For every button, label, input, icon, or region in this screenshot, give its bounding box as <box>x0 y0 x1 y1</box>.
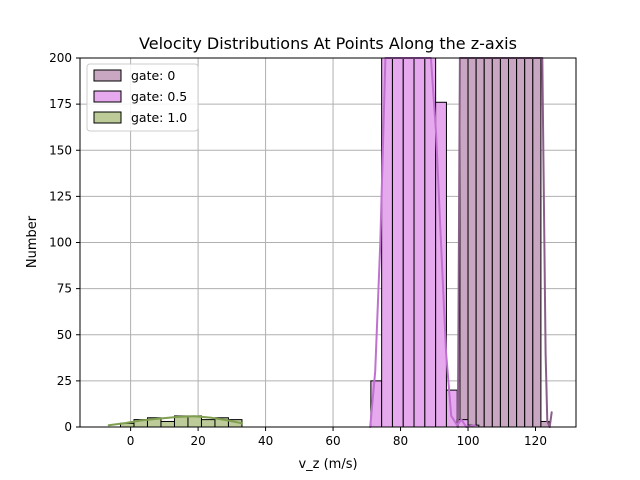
y-tick-label-8: 200 <box>49 51 72 65</box>
chart-title: Velocity Distributions At Points Along t… <box>139 34 517 53</box>
x-tick-label-1: 20 <box>190 434 205 448</box>
x-tick-label-2: 40 <box>258 434 273 448</box>
legend-swatch-1 <box>93 90 122 103</box>
legend: gate: 0 gate: 0.5 gate: 1.0 <box>86 63 199 132</box>
x-tick-label-0: 0 <box>127 434 135 448</box>
y-tick-label-4: 100 <box>49 236 72 250</box>
bar-series-0-bin-3 <box>483 57 493 428</box>
y-tick-label-2: 50 <box>57 328 72 342</box>
bar-series-0-bin-1 <box>467 57 477 428</box>
x-tick-label-5: 100 <box>457 434 480 448</box>
legend-swatch-2 <box>93 111 122 124</box>
bar-series-0-bin-9 <box>532 57 542 428</box>
bar-series-0-bin-5 <box>499 57 510 428</box>
y-axis-label: Number <box>25 215 40 268</box>
bar-series-0-bin-6 <box>508 57 518 428</box>
x-axis-ticks: 0 20 40 60 80 100 120 <box>127 427 547 448</box>
bar-series-1-bin-3 <box>402 57 415 428</box>
y-tick-label-7: 175 <box>49 97 72 111</box>
bar-series-0-bin-2 <box>475 57 485 428</box>
legend-label-2: gate: 1.0 <box>131 110 187 125</box>
y-tick-label-3: 75 <box>57 282 72 296</box>
y-axis-ticks: 0 25 50 75 100 125 150 175 200 <box>49 51 80 434</box>
x-tick-label-4: 80 <box>393 434 408 448</box>
bar-series-0-bin-4 <box>491 57 501 428</box>
kde-line-series-2 <box>107 415 243 427</box>
legend-label-0: gate: 0 <box>131 68 175 83</box>
legend-swatch-0 <box>93 69 122 82</box>
bar-series-2-bin-3 <box>160 420 175 428</box>
x-tick-label-6: 120 <box>524 434 547 448</box>
y-tick-label-5: 125 <box>49 189 72 203</box>
bar-series-0-bin-7 <box>516 57 526 428</box>
bar-series-0-bin-0 <box>459 57 469 428</box>
y-tick-label-1: 25 <box>57 374 72 388</box>
y-tick-label-6: 150 <box>49 143 72 157</box>
bar-series-1-bin-4 <box>413 57 426 428</box>
bar-series-1-bin-2 <box>391 57 404 428</box>
x-tick-label-3: 60 <box>325 434 340 448</box>
legend-label-1: gate: 0.5 <box>131 89 187 104</box>
y-tick-label-0: 0 <box>64 420 72 434</box>
kde-line-series-1 <box>369 57 476 428</box>
x-axis-label: v_z (m/s) <box>298 457 357 472</box>
bar-series-2-bin-6 <box>200 419 216 428</box>
bar-series-0-bin-8 <box>524 57 534 428</box>
